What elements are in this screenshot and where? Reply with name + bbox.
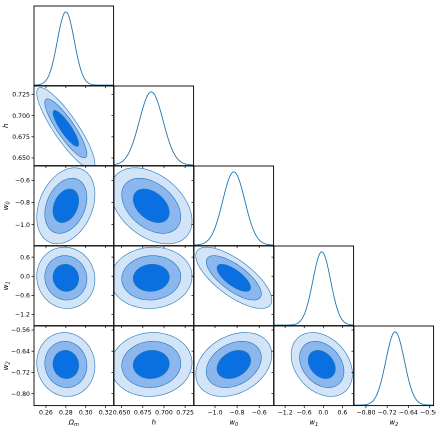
marginal-curve	[34, 11, 114, 86]
x-tick-label: 0.700	[155, 410, 173, 417]
y-tick-label: −0.8	[15, 200, 30, 207]
axis-label: w2	[389, 419, 398, 429]
x-tick-label: 0.6	[338, 410, 348, 417]
marginal-panel	[191, 165, 275, 249]
contour-panel	[111, 165, 195, 249]
x-tick-label: −0.6	[297, 410, 312, 417]
x-tick-label: 0.28	[59, 410, 73, 417]
marginal-panel	[271, 245, 355, 329]
axis-label: w1	[309, 419, 318, 429]
x-tick-label: −0.72	[378, 410, 397, 417]
axis-label: h	[2, 124, 10, 128]
marginal-panel	[111, 85, 195, 169]
panel-frame	[273, 245, 355, 327]
contour-1sigma	[216, 350, 251, 379]
contour-panel	[111, 245, 195, 329]
contour-1sigma	[132, 350, 170, 379]
axis-label: w0	[229, 419, 238, 429]
contour-panel: 0.26 0.28 0.30 0.32 Ωm −0.80 −0.72 −0.64 −0.56 w2	[2, 325, 115, 429]
x-tick-label: 0.675	[134, 410, 152, 417]
y-tick-label: 0.0	[20, 273, 30, 280]
y-tick-label: 0.700	[12, 113, 30, 120]
contour-panel: −1.0 −0.8 −0.6 w0	[191, 325, 275, 429]
x-tick-label: 0.725	[176, 410, 194, 417]
contour-1sigma	[216, 263, 251, 292]
y-tick-label: −0.6	[15, 178, 30, 185]
contour-panel: 0.650 0.675 0.700 0.725 h	[2, 85, 115, 169]
contour-1sigma	[52, 110, 80, 147]
y-tick-label: −0.72	[11, 370, 30, 377]
contour-panel: −1.2 −0.6 0.0 0.6 w1	[2, 245, 115, 329]
contour-1sigma	[52, 188, 80, 223]
axis-label: Ωm	[68, 419, 79, 429]
y-tick-label: −1.0	[15, 222, 30, 229]
x-tick-label: −1.0	[207, 410, 222, 417]
contour-1sigma	[307, 350, 336, 379]
x-tick-label: 0.0	[318, 410, 328, 417]
axis-label: w0	[2, 201, 12, 210]
contour-1sigma	[52, 350, 80, 379]
contour-panel	[191, 245, 275, 329]
axis-label: w2	[2, 361, 12, 370]
contour-1sigma	[132, 188, 170, 223]
marginal-curve	[114, 91, 194, 166]
x-tick-label: −0.56	[420, 410, 436, 417]
y-tick-label: 0.6	[20, 254, 30, 261]
x-tick-label: −1.2	[278, 410, 293, 417]
axis-label: h	[152, 419, 156, 427]
y-tick-label: −0.80	[11, 391, 30, 398]
axis-label: w1	[2, 281, 12, 290]
y-tick-label: −0.56	[11, 327, 30, 334]
contour-panel: −1.0 −0.8 −0.6 w0	[2, 165, 115, 249]
marginal-panel	[33, 5, 115, 89]
x-tick-label: 0.30	[79, 410, 93, 417]
x-tick-label: −0.80	[356, 410, 375, 417]
marginal-curve	[354, 331, 434, 406]
x-tick-label: 0.650	[113, 410, 131, 417]
y-tick-label: −1.2	[15, 312, 30, 319]
marginal-panel: −0.80−0.72−0.64−0.56 w2	[351, 325, 436, 429]
x-tick-label: −0.8	[230, 410, 245, 417]
y-tick-label: −0.6	[15, 293, 30, 300]
contour-1sigma	[132, 263, 170, 292]
x-tick-label: −0.64	[399, 410, 418, 417]
marginal-curve	[194, 171, 274, 246]
x-tick-label: 0.26	[39, 410, 53, 417]
x-tick-label: −0.6	[252, 410, 267, 417]
contour-1sigma	[52, 263, 80, 292]
panel-frame	[33, 5, 115, 87]
contour-panel: −1.2 −0.6 0.0 0.6 w1	[271, 325, 355, 429]
y-tick-label: −0.64	[11, 348, 30, 355]
panel-frame	[353, 325, 435, 407]
panel-frame	[193, 165, 275, 247]
y-tick-label: 0.650	[12, 155, 30, 162]
panel-frame	[113, 85, 195, 167]
y-tick-label: 0.675	[12, 134, 30, 141]
marginal-curve	[274, 251, 354, 326]
y-tick-label: 0.725	[12, 92, 30, 99]
x-tick-label: 0.32	[99, 410, 113, 417]
